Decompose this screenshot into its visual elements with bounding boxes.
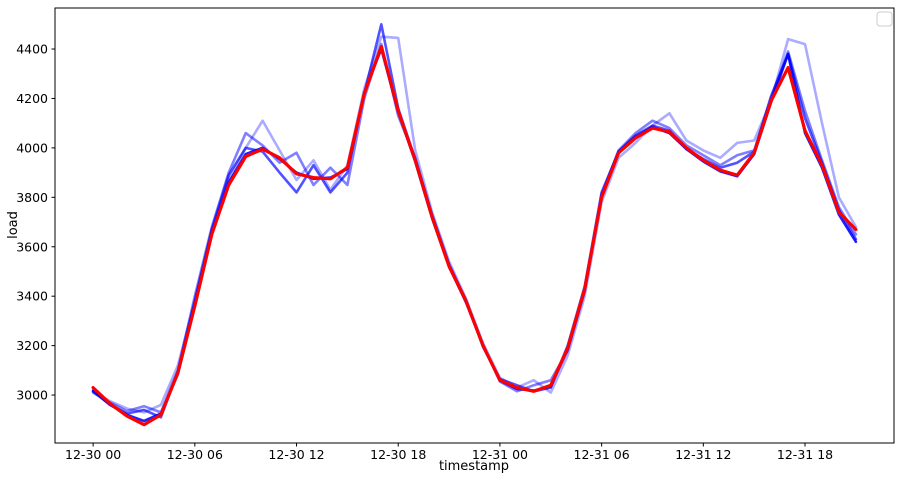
- y-tick-label: 4200: [16, 91, 48, 106]
- y-tick-label: 4400: [16, 42, 48, 57]
- series-forecast-blue-medium: [91, 22, 858, 419]
- y-tick-label: 3400: [16, 289, 48, 304]
- y-tick-label: 3200: [16, 338, 48, 353]
- x-tick-label: 12-31 18: [777, 447, 833, 462]
- y-axis-label: load: [6, 211, 21, 239]
- series-forecast-blue-lightest: [91, 35, 858, 414]
- x-tick-label: 12-30 00: [65, 447, 121, 462]
- x-tick-label: 12-30 06: [167, 447, 223, 462]
- x-tick-label: 12-31 00: [472, 447, 528, 462]
- x-tick-label: 12-31 06: [574, 447, 630, 462]
- y-tick-label: 4000: [16, 140, 48, 155]
- series-forecast-blue-light: [91, 42, 858, 414]
- series-forecast-blue-dark: [91, 47, 858, 423]
- legend-box: [876, 11, 893, 27]
- y-tick-label: 3800: [16, 190, 48, 205]
- plot-content: 3000 3200 3400 3600 3800 4000 4200 4400 12-30 00…: [16, 22, 858, 462]
- series-actual-load-red: [91, 44, 858, 427]
- x-tick-label: 12-30 18: [370, 447, 426, 462]
- plot-area-border: [54, 7, 895, 444]
- x-tick-label: 12-31 12: [675, 447, 731, 462]
- x-tick-label: 12-30 12: [268, 447, 324, 462]
- y-tick-label: 3000: [16, 388, 48, 403]
- y-tick-label: 3600: [16, 239, 48, 254]
- x-axis-label: timestamp: [439, 459, 509, 474]
